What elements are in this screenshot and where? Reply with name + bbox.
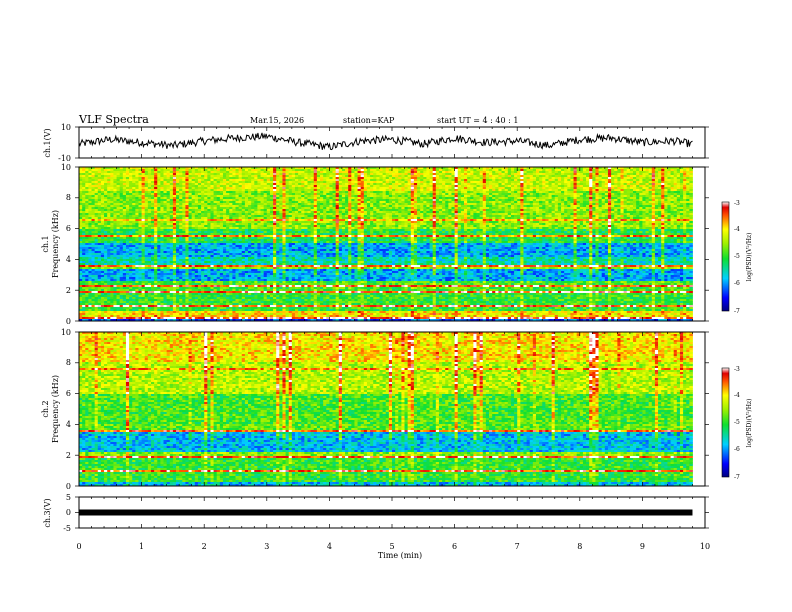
ch1-spectrogram-cells: [79, 167, 693, 321]
ch1-waveform-ylabel: ch.1(V): [43, 128, 52, 157]
panel-ch1-waveform: 10 -10 ch.1(V): [43, 123, 709, 163]
ch1-waveform-ytick-bottom: -10: [58, 154, 71, 163]
ch1-waveform-frame: [79, 127, 705, 158]
ch1-waveform-ytick-top: 10: [61, 123, 71, 132]
ch1-waveform-ticks: [75, 127, 709, 158]
ch1-waveform-line: [79, 133, 693, 150]
date-label: Mar.15, 2026: [250, 116, 304, 125]
station-label: station=KAP: [343, 116, 395, 125]
figure-title: VLF Spectra: [78, 113, 149, 126]
panel-ch1-spectrogram: 0 2 4 6 8 10 ch.1 Frequency (kHz): [41, 163, 709, 326]
start-time-label: start UT = 4 : 40 : 1: [437, 116, 518, 125]
